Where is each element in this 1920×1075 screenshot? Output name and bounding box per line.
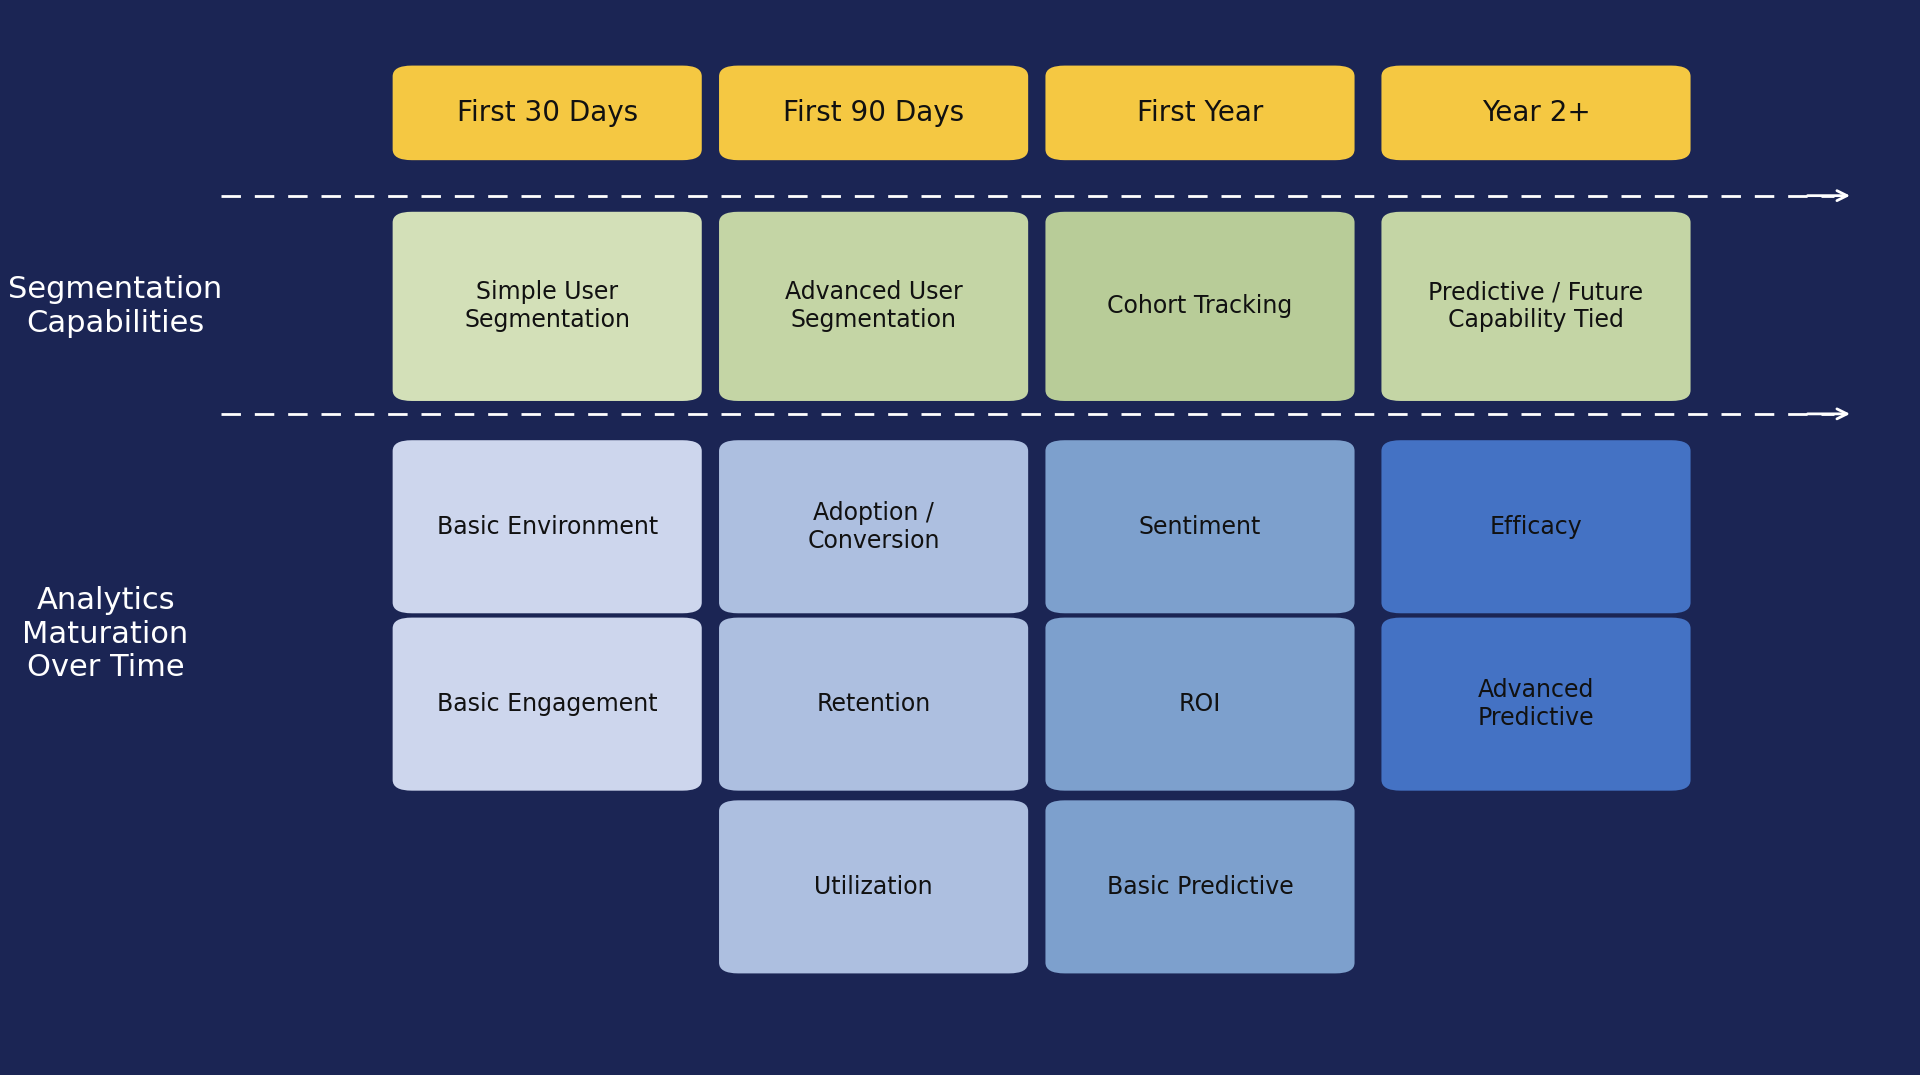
FancyBboxPatch shape	[392, 617, 701, 791]
Text: First 30 Days: First 30 Days	[457, 99, 637, 127]
FancyBboxPatch shape	[1382, 441, 1692, 613]
FancyBboxPatch shape	[1044, 212, 1356, 401]
Text: Efficacy: Efficacy	[1490, 515, 1582, 539]
Text: Adoption /
Conversion: Adoption / Conversion	[806, 501, 941, 553]
Text: Advanced
Predictive: Advanced Predictive	[1478, 678, 1594, 730]
Text: Predictive / Future
Capability Tied: Predictive / Future Capability Tied	[1428, 281, 1644, 332]
Text: Year 2+: Year 2+	[1482, 99, 1590, 127]
Text: First 90 Days: First 90 Days	[783, 99, 964, 127]
Text: Segmentation
Capabilities: Segmentation Capabilities	[8, 275, 223, 338]
FancyBboxPatch shape	[718, 66, 1027, 160]
FancyBboxPatch shape	[1044, 800, 1356, 974]
FancyBboxPatch shape	[1044, 66, 1356, 160]
Text: First Year: First Year	[1137, 99, 1263, 127]
Text: ROI: ROI	[1179, 692, 1221, 716]
Text: Simple User
Segmentation: Simple User Segmentation	[465, 281, 630, 332]
Text: Retention: Retention	[816, 692, 931, 716]
FancyBboxPatch shape	[1044, 441, 1356, 613]
Text: Basic Engagement: Basic Engagement	[438, 692, 657, 716]
FancyBboxPatch shape	[392, 212, 701, 401]
Text: Basic Environment: Basic Environment	[436, 515, 659, 539]
FancyBboxPatch shape	[1382, 212, 1692, 401]
FancyBboxPatch shape	[718, 617, 1027, 791]
FancyBboxPatch shape	[392, 66, 701, 160]
Text: Analytics
Maturation
Over Time: Analytics Maturation Over Time	[23, 586, 188, 683]
FancyBboxPatch shape	[718, 212, 1027, 401]
Text: Cohort Tracking: Cohort Tracking	[1108, 295, 1292, 318]
Text: Sentiment: Sentiment	[1139, 515, 1261, 539]
FancyBboxPatch shape	[1382, 66, 1692, 160]
FancyBboxPatch shape	[1382, 617, 1692, 791]
Text: Advanced User
Segmentation: Advanced User Segmentation	[785, 281, 962, 332]
FancyBboxPatch shape	[392, 441, 701, 613]
FancyBboxPatch shape	[718, 441, 1027, 613]
FancyBboxPatch shape	[718, 800, 1027, 974]
FancyBboxPatch shape	[1044, 617, 1356, 791]
Text: Basic Predictive: Basic Predictive	[1106, 875, 1294, 899]
Text: Utilization: Utilization	[814, 875, 933, 899]
